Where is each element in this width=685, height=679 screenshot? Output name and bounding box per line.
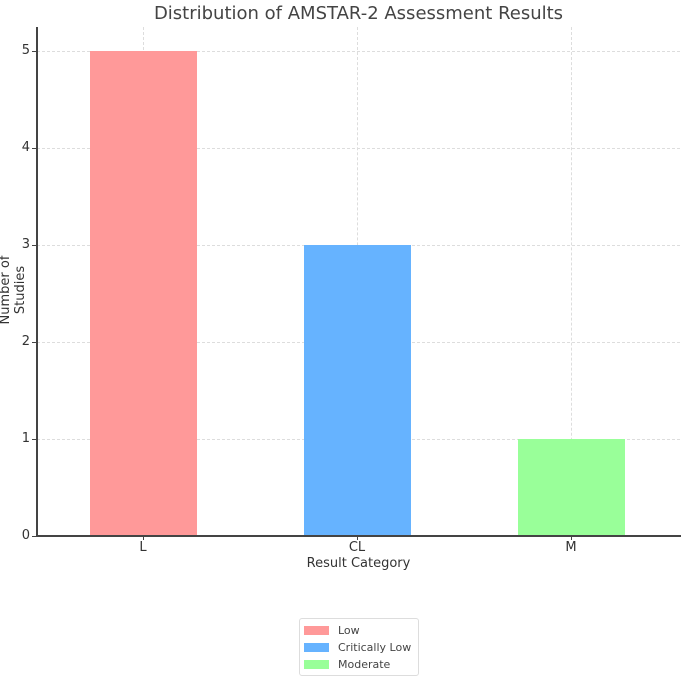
ytick-mark [32, 51, 36, 52]
legend-swatch-critically-low [304, 642, 329, 652]
ytick-mark [32, 439, 36, 440]
gridline-y4 [37, 148, 680, 149]
xtick-mark [571, 536, 572, 540]
ytick-label: 3 [21, 237, 30, 252]
xtick-label-cl: CL [348, 540, 366, 555]
ytick-mark [32, 342, 36, 343]
gridline-x-m [571, 27, 572, 536]
ytick-mark [32, 245, 36, 246]
legend: Low Critically Low Moderate [299, 618, 419, 676]
legend-label: Moderate [338, 657, 391, 671]
legend-item-critically-low: Critically Low [304, 639, 411, 655]
bar-m [518, 439, 625, 536]
ytick-label: 1 [21, 431, 30, 446]
bar-l [90, 51, 197, 536]
bar-cl [304, 245, 411, 536]
xtick-mark [143, 536, 144, 540]
legend-label: Critically Low [338, 640, 412, 654]
legend-label: Low [338, 623, 360, 637]
ytick-label: 4 [21, 140, 30, 155]
xtick-label-m: M [565, 540, 577, 555]
y-axis-label: Number of Studies [0, 255, 28, 325]
legend-swatch-moderate [304, 659, 329, 669]
plot-area [37, 27, 680, 536]
ytick-label: 2 [21, 334, 30, 349]
xtick-label-l: L [139, 540, 147, 555]
x-axis-label: Result Category [306, 556, 411, 571]
xtick-mark [357, 536, 358, 540]
ytick-mark [32, 536, 36, 537]
gridline-y5 [37, 51, 680, 52]
y-axis [36, 27, 38, 537]
chart-title: Distribution of AMSTAR-2 Assessment Resu… [153, 3, 564, 24]
ytick-label: 5 [21, 43, 30, 58]
legend-item-low: Low [304, 622, 360, 638]
x-axis [36, 535, 681, 537]
legend-item-moderate: Moderate [304, 656, 390, 672]
legend-swatch-low [304, 625, 329, 635]
ytick-label: 0 [21, 528, 30, 543]
ytick-mark [32, 148, 36, 149]
